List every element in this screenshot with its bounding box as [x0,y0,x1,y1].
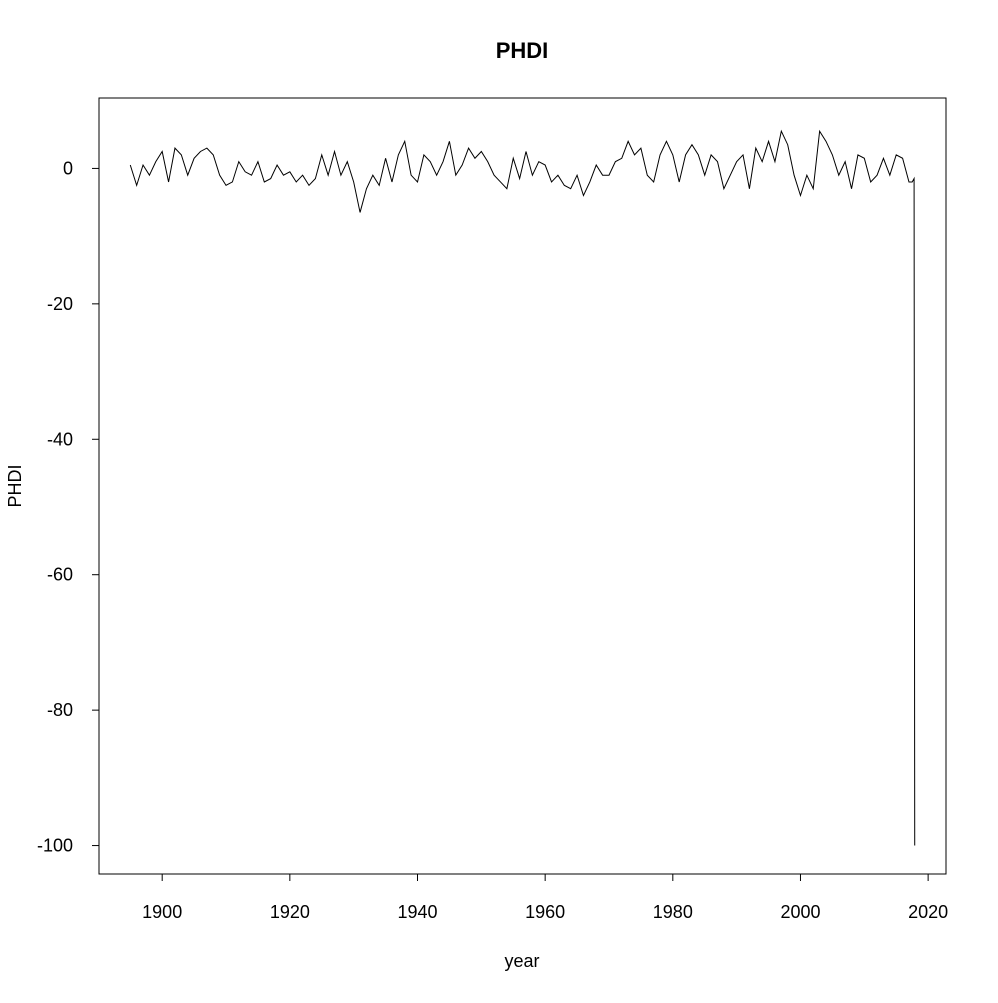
x-axis-label: year [504,951,539,971]
y-tick-label: 0 [63,158,73,178]
x-tick-label: 1920 [270,902,310,922]
y-tick-label: -80 [47,700,73,720]
data-line [129,129,916,846]
y-tick-label: -60 [47,565,73,585]
x-tick-label: 1980 [653,902,693,922]
y-tick-label: -40 [47,429,73,449]
x-tick-label: 1940 [397,902,437,922]
chart-title: PHDI [496,38,549,63]
y-tick-label: -100 [37,836,73,856]
x-tick-label: 2000 [780,902,820,922]
x-tick-label: 1960 [525,902,565,922]
x-tick-label: 2020 [908,902,948,922]
y-axis-label: PHDI [5,464,25,507]
x-tick-label: 1900 [142,902,182,922]
y-tick-label: -20 [47,294,73,314]
